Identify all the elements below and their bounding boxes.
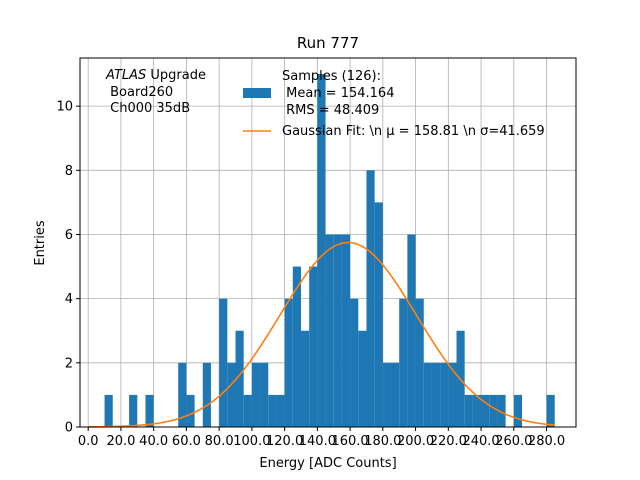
histogram-bar — [260, 362, 269, 427]
histogram-bar — [431, 362, 441, 427]
histogram-bar — [448, 362, 457, 427]
atlas-label: ATLAS — [105, 68, 146, 83]
histogram-bar — [415, 298, 424, 427]
x-tick-label: 0.0 — [78, 434, 99, 449]
histogram-bar — [358, 330, 367, 427]
x-tick-label: 220.0 — [430, 434, 467, 449]
annotation-channel: Ch000 35dB — [106, 101, 190, 116]
histogram-bar — [309, 266, 318, 427]
histogram-bar — [243, 394, 252, 427]
y-tick-label: 2 — [65, 356, 73, 371]
plot-frame — [79, 57, 577, 428]
gaussian-fit — [88, 241, 555, 428]
x-tick-label: 80.0 — [205, 434, 234, 449]
annotation-line-1: ATLAS Upgrade — [105, 68, 206, 83]
x-axis-label: Energy [ADC Counts] — [259, 456, 396, 471]
y-tick-label: 10 — [56, 100, 73, 115]
legend-hist-line-1: Samples (126): — [282, 69, 381, 84]
histogram-bar — [423, 362, 432, 427]
histogram-bar — [333, 234, 342, 427]
atlas-annotation: ATLAS Upgrade Board260 Ch000 35dB — [105, 68, 206, 116]
histogram-bar — [300, 330, 310, 427]
histogram-bar — [341, 234, 351, 427]
y-tick-label: 6 — [65, 228, 73, 243]
histogram-bar — [145, 394, 154, 427]
histogram-bar — [546, 394, 555, 427]
y-tick-label: 0 — [65, 421, 73, 436]
histogram-bar — [227, 362, 236, 427]
histogram-bar — [284, 298, 293, 427]
annotation-board: Board260 — [106, 85, 173, 100]
gaussian-fit-line — [88, 241, 555, 428]
histogram-bar — [374, 202, 383, 427]
x-tick-label: 20.0 — [106, 434, 135, 449]
x-tick-label: 180.0 — [364, 434, 401, 449]
y-tick-label: 4 — [65, 292, 73, 307]
x-tick-label: 260.0 — [495, 434, 532, 449]
histogram-bar — [350, 298, 359, 427]
legend-hist-line-2: Mean = 154.164 — [282, 86, 394, 101]
x-tick-label: 140.0 — [299, 434, 336, 449]
histogram-bar — [235, 330, 244, 427]
x-tick-label: 60.0 — [172, 434, 201, 449]
x-tick-label: 240.0 — [462, 434, 499, 449]
y-tick-label: 8 — [65, 164, 73, 179]
upgrade-label: Upgrade — [146, 68, 206, 83]
histogram-bar — [268, 394, 277, 427]
x-tick-label: 280.0 — [528, 434, 565, 449]
histogram-bar — [251, 362, 261, 427]
histogram-bar — [399, 298, 408, 427]
histogram-bar — [366, 170, 375, 427]
histogram-bar — [513, 394, 522, 427]
histogram-bar — [129, 394, 138, 427]
x-tick-label: 40.0 — [139, 434, 168, 449]
histogram-bar — [104, 394, 113, 427]
histogram-bar — [440, 362, 449, 427]
x-tick-label: 120.0 — [266, 434, 303, 449]
histogram-bars — [104, 74, 555, 427]
histogram-bar — [219, 298, 228, 427]
histogram-bar — [497, 394, 506, 427]
histogram-bar — [407, 234, 416, 427]
histogram-bar — [276, 394, 285, 427]
y-axis-ticks: 0 2 4 6 8 10 — [56, 100, 80, 436]
x-tick-label: 160.0 — [331, 434, 368, 449]
histogram-bar — [325, 234, 334, 427]
histogram-bar — [317, 74, 326, 427]
x-tick-label: 200.0 — [397, 434, 434, 449]
legend: Samples (126): Mean = 154.164 RMS = 48.4… — [243, 69, 545, 139]
y-axis-label: Entries — [33, 220, 48, 266]
histogram-bar — [382, 362, 392, 427]
legend-hist-line-3: RMS = 48.409 — [282, 103, 379, 118]
histogram-bar — [202, 362, 211, 427]
legend-fit-label: Gaussian Fit: \n μ = 158.81 \n σ=41.659 — [282, 124, 545, 139]
histogram-bar — [186, 394, 195, 427]
histogram-bar — [489, 394, 498, 427]
histogram-bar — [391, 362, 400, 427]
legend-hist-swatch — [243, 88, 271, 98]
histogram-bar — [292, 266, 301, 427]
histogram-bar — [464, 394, 473, 427]
x-axis-ticks: 0.0 20.0 40.0 60.0 80.0 100.0120.0140.0160.01… — [78, 427, 565, 449]
x-tick-label: 100.0 — [233, 434, 270, 449]
chart-title: Run 777 — [297, 34, 359, 52]
histogram-bar — [178, 362, 187, 427]
histogram-bar — [481, 394, 490, 427]
histogram-bar — [472, 394, 482, 427]
